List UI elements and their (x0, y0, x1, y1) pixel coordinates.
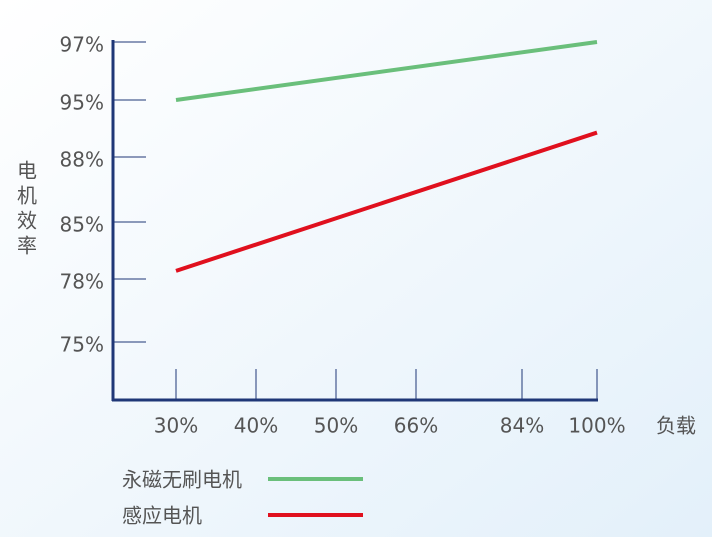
x-axis-label: 负载 (656, 414, 696, 438)
y-tick-label: 97% (60, 33, 104, 57)
legend-label: 永磁无刷电机 (122, 468, 242, 492)
y-tick-label: 78% (60, 270, 104, 294)
x-tick-label: 84% (500, 414, 544, 438)
x-tick-label: 40% (234, 414, 278, 438)
y-tick-label: 88% (60, 148, 104, 172)
legend-label: 感应电机 (122, 504, 202, 528)
y-axis-label: 电 (17, 159, 37, 183)
y-tick-label: 85% (60, 213, 104, 237)
y-tick-label: 75% (60, 333, 104, 357)
line (175, 130, 598, 273)
x-tick-label: 50% (314, 414, 358, 438)
y-axis-label: 机 (17, 184, 37, 208)
x-tick-label: 30% (154, 414, 198, 438)
y-axis-label: 效 (17, 209, 37, 233)
y-axis-label: 率 (17, 234, 37, 258)
y-tick-label: 95% (60, 91, 104, 115)
line (175, 40, 598, 102)
x-tick-label: 100% (568, 414, 625, 438)
x-tick-label: 66% (394, 414, 438, 438)
